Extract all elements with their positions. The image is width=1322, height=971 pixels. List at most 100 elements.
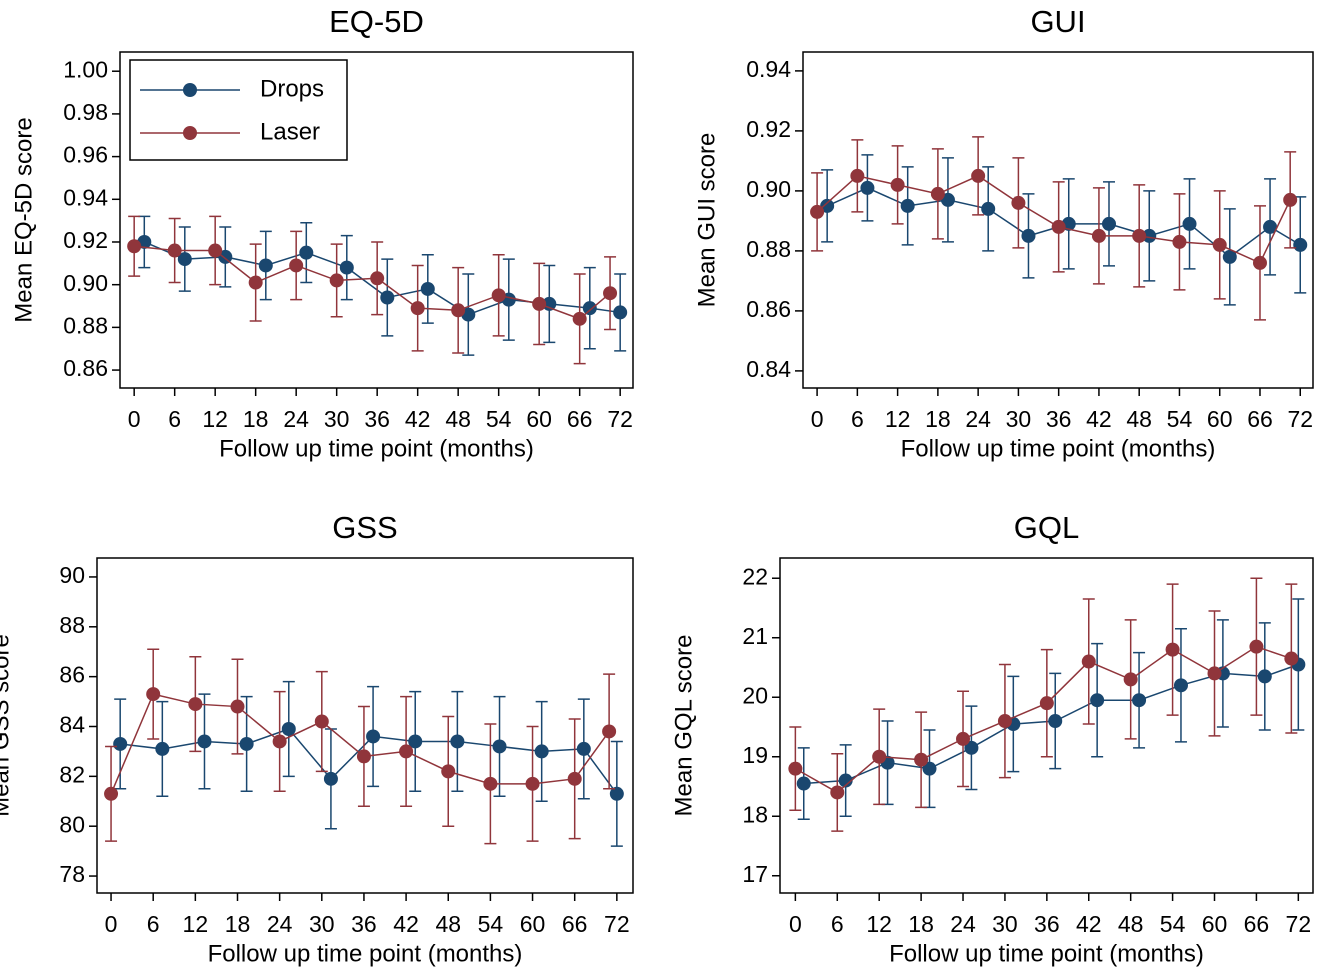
y-tick-label: 20	[742, 682, 768, 708]
x-tick-label: 30	[1006, 406, 1032, 432]
marker	[1090, 693, 1105, 708]
marker	[155, 741, 170, 756]
marker	[602, 724, 617, 739]
x-tick-label: 48	[445, 406, 471, 432]
marker	[1172, 234, 1187, 249]
marker	[850, 168, 865, 183]
y-tick-label: 0.90	[63, 270, 108, 296]
x-tick-label: 60	[520, 911, 546, 937]
marker	[964, 740, 979, 755]
marker	[366, 729, 381, 744]
x-tick-label: 30	[309, 911, 335, 937]
x-tick-label: 60	[1202, 911, 1228, 937]
x-tick-label: 72	[607, 406, 633, 432]
marker	[796, 776, 811, 791]
marker	[450, 734, 465, 749]
marker	[872, 749, 887, 764]
marker	[810, 204, 825, 219]
x-tick-label: 72	[1287, 406, 1313, 432]
y-tick-label: 0.88	[63, 312, 108, 338]
marker	[1252, 255, 1267, 270]
marker	[1283, 192, 1298, 207]
marker	[248, 275, 263, 290]
x-axis-label: Follow up time point (months)	[219, 435, 534, 462]
marker	[613, 305, 628, 320]
x-tick-label: 42	[1076, 911, 1102, 937]
y-axis-label: Mean GSS score	[0, 634, 14, 817]
marker	[1011, 195, 1026, 210]
x-tick-label: 6	[168, 406, 181, 432]
marker	[281, 721, 296, 736]
marker	[491, 288, 506, 303]
marker	[820, 198, 835, 213]
marker	[997, 714, 1012, 729]
marker	[177, 252, 192, 267]
series	[113, 680, 624, 847]
x-tick-label: 30	[992, 911, 1018, 937]
x-tick-label: 6	[831, 911, 844, 937]
y-tick-label: 0.92	[746, 116, 791, 142]
marker	[1123, 672, 1138, 687]
x-tick-label: 72	[604, 911, 630, 937]
marker	[1182, 216, 1197, 231]
marker	[314, 714, 329, 729]
series	[810, 136, 1298, 321]
x-tick-label: 12	[866, 911, 892, 937]
y-tick-label: 17	[742, 861, 768, 887]
x-tick-label: 36	[364, 406, 390, 432]
marker	[146, 687, 161, 702]
y-tick-label: 21	[742, 623, 768, 649]
x-tick-label: 42	[1086, 406, 1112, 432]
marker	[289, 258, 304, 273]
x-tick-label: 54	[486, 406, 512, 432]
marker	[410, 301, 425, 316]
x-tick-label: 24	[965, 406, 991, 432]
marker	[838, 773, 853, 788]
x-tick-label: 0	[105, 911, 118, 937]
marker	[483, 776, 498, 791]
marker	[1249, 639, 1264, 654]
marker	[1132, 228, 1147, 243]
marker	[534, 744, 549, 759]
x-tick-label: 60	[526, 406, 552, 432]
marker	[451, 303, 466, 318]
x-tick-label: 0	[789, 911, 802, 937]
y-tick-label: 88	[59, 612, 85, 638]
x-axis-label: Follow up time point (months)	[901, 435, 1216, 462]
marker	[1051, 219, 1066, 234]
marker	[609, 786, 624, 801]
marker	[230, 699, 245, 714]
marker	[981, 201, 996, 216]
x-tick-label: 24	[267, 911, 293, 937]
x-tick-label: 12	[885, 406, 911, 432]
y-axis-label: Mean GQL score	[670, 635, 697, 817]
chart-title: GSS	[332, 510, 397, 545]
x-tick-label: 66	[562, 911, 588, 937]
x-tick-label: 36	[1034, 911, 1060, 937]
marker	[830, 785, 845, 800]
marker	[572, 311, 587, 326]
marker	[1021, 228, 1036, 243]
y-tick-label: 18	[742, 801, 768, 827]
legend-label: Drops	[260, 75, 324, 102]
marker	[1222, 249, 1237, 264]
marker	[582, 301, 597, 316]
y-tick-label: 0.96	[63, 142, 108, 168]
x-tick-label: 6	[851, 406, 864, 432]
marker	[603, 286, 618, 301]
marker	[956, 731, 971, 746]
marker	[1173, 678, 1188, 693]
y-tick-label: 19	[742, 742, 768, 768]
marker	[940, 192, 955, 207]
x-tick-label: 48	[1118, 911, 1144, 937]
marker	[1048, 714, 1063, 729]
marker	[339, 260, 354, 275]
marker	[329, 273, 344, 288]
y-tick-label: 0.94	[746, 56, 791, 82]
marker	[113, 736, 128, 751]
y-tick-label: 78	[59, 861, 85, 887]
marker	[167, 243, 182, 258]
x-tick-label: 12	[202, 406, 228, 432]
y-tick-label: 90	[59, 562, 85, 588]
